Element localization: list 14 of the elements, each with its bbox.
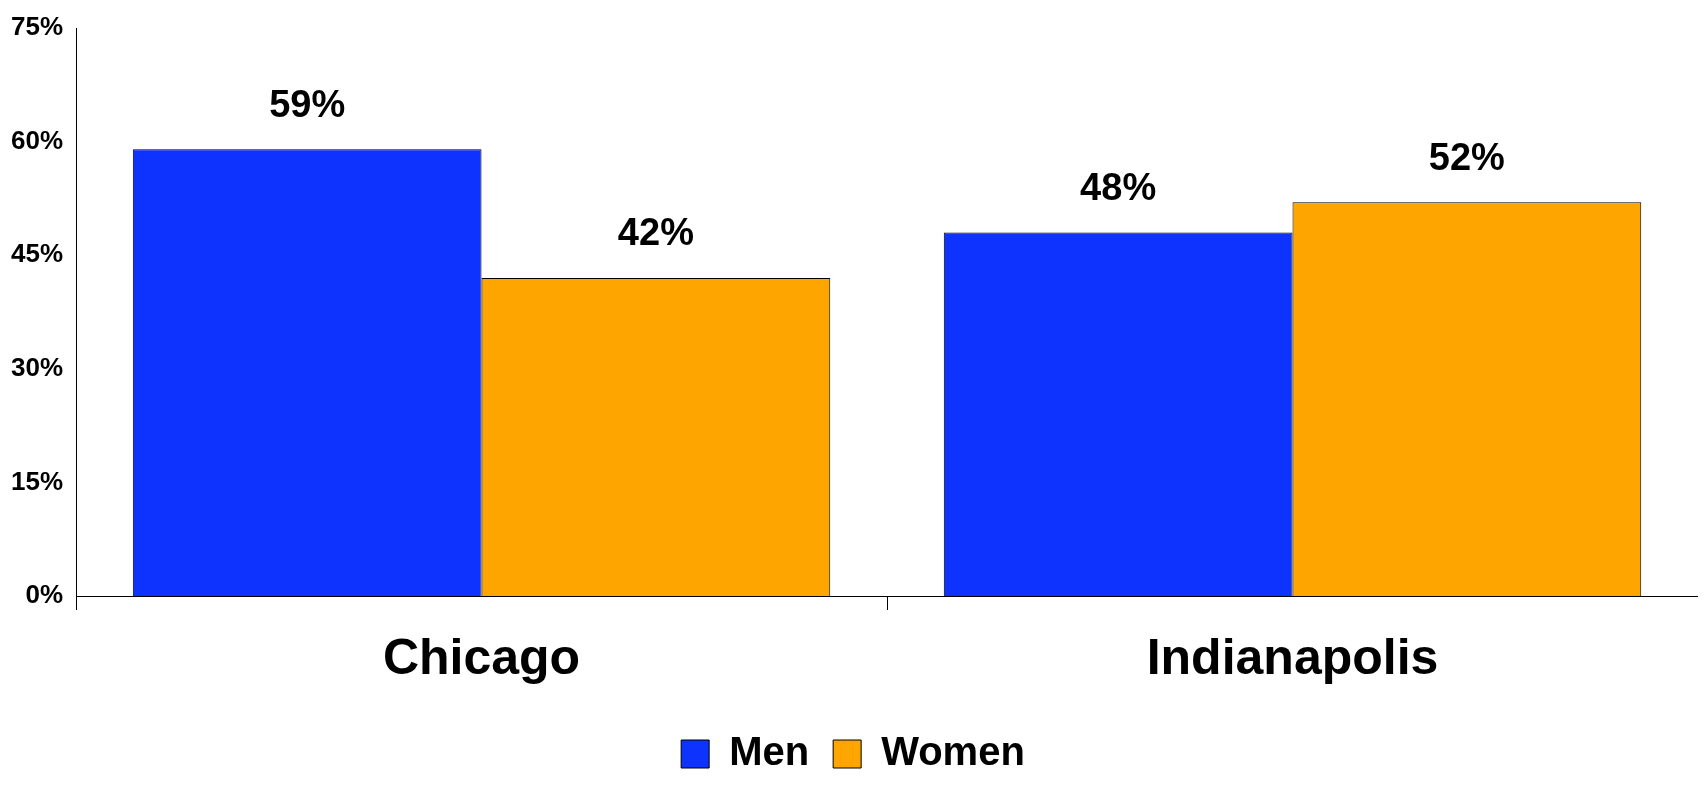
text: 59% bbox=[269, 82, 346, 125]
y-tick-label: 0% bbox=[25, 579, 64, 610]
x-tick-label: Indianapolis bbox=[1146, 628, 1439, 685]
y-tick-label: 75% bbox=[10, 11, 64, 42]
y-tick-label: 15% bbox=[10, 465, 64, 496]
text: 48% bbox=[1080, 165, 1157, 208]
y-tick-label: 45% bbox=[10, 238, 64, 269]
text: 42% bbox=[617, 211, 694, 254]
y-tick-label: 60% bbox=[10, 124, 64, 155]
y-tick-label: 30% bbox=[10, 351, 64, 382]
legend-label: Women bbox=[881, 729, 1025, 774]
text: 52% bbox=[1428, 135, 1505, 178]
legend-label: Men bbox=[729, 729, 810, 774]
x-tick-label: Chicago bbox=[382, 628, 581, 685]
